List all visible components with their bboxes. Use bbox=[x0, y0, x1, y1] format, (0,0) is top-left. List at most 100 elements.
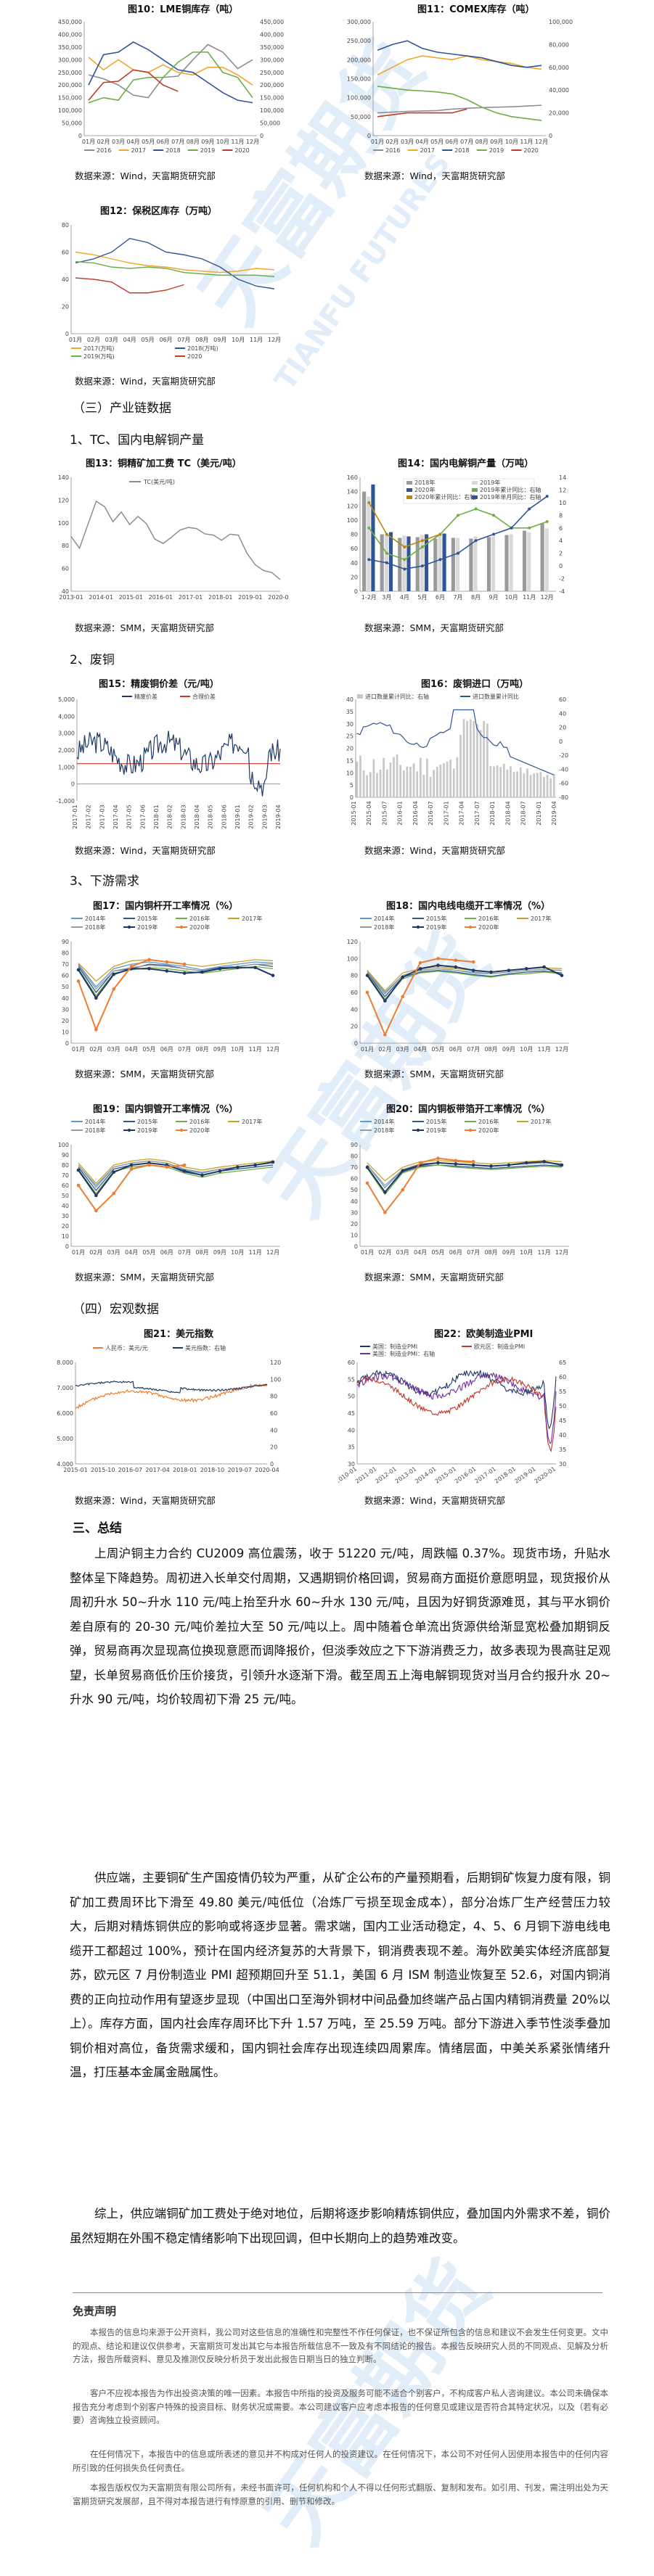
y-tick-label: 300,000 bbox=[58, 57, 82, 63]
series-line-0 bbox=[88, 44, 253, 99]
x-tick-label: 04月 bbox=[414, 1249, 427, 1256]
data-point bbox=[418, 1161, 422, 1165]
y2-tick-label: 40 bbox=[559, 710, 566, 717]
y-tick-label: 50 bbox=[62, 1193, 69, 1199]
y-tick-label: 20 bbox=[62, 304, 69, 310]
x-tick-label: 10月 bbox=[232, 337, 245, 343]
y2-tick-label: 45 bbox=[559, 1417, 566, 1424]
bar bbox=[489, 766, 492, 797]
x-tick-label: 2018-01 bbox=[208, 594, 232, 601]
data-point bbox=[545, 520, 549, 524]
bar bbox=[389, 762, 392, 797]
x-tick-label: 2019-02 bbox=[248, 805, 255, 828]
x-tick-label: 07月 bbox=[178, 1046, 191, 1053]
data-point bbox=[528, 507, 531, 511]
x-tick-label: 07月 bbox=[467, 1249, 480, 1256]
y-tick-label: 7.000 bbox=[57, 1385, 73, 1391]
x-tick-label: 2019-01 bbox=[234, 805, 241, 828]
bar bbox=[451, 538, 455, 591]
x-tick-label: 06月 bbox=[160, 1046, 173, 1053]
chart-svg: 40 60 80 100 120 140 2013-01 2014-01 2015-01 2016… bbox=[58, 474, 289, 601]
bar bbox=[452, 768, 455, 797]
x-tick-label: 2011-01 bbox=[354, 1465, 378, 1485]
bar bbox=[456, 757, 459, 797]
x-tick-label: 09月 bbox=[213, 337, 226, 343]
y-tick-label: 40 bbox=[62, 276, 69, 283]
bar bbox=[409, 766, 412, 797]
y2-tick-label: 100,000 bbox=[260, 107, 284, 114]
y-tick-label: 50 bbox=[62, 984, 69, 990]
bar bbox=[406, 766, 409, 797]
x-tick-label: 2017-04 bbox=[459, 801, 465, 825]
x-tick-label: 04月 bbox=[127, 139, 140, 145]
bar bbox=[433, 538, 438, 591]
figure-21-title: 图21：美元指数 bbox=[144, 1329, 214, 1340]
y-tick-label: 40 bbox=[348, 1427, 355, 1433]
x-tick-label: 08月 bbox=[484, 1249, 497, 1256]
x-tick-label: 2018-01 bbox=[153, 805, 160, 828]
x-tick-label: 2015-01 bbox=[434, 1465, 458, 1485]
x-tick-label: 10月 bbox=[520, 1249, 533, 1256]
x-tick-label: 12月 bbox=[266, 1046, 279, 1053]
bar bbox=[398, 538, 402, 591]
figure-21-chart: 人民币：美元/元 美元指数：右轴 4.000 5.000 6.000 7.000 8.000… bbox=[49, 1341, 289, 1489]
data-point bbox=[454, 958, 458, 962]
bar bbox=[419, 757, 422, 797]
data-point bbox=[383, 1211, 387, 1214]
x-tick-label: 2012-01 bbox=[374, 1465, 398, 1485]
figure-22-title: 图22：欧美制造业PMI bbox=[434, 1329, 534, 1340]
figure-12-title: 图12：保税区库存（万吨） bbox=[100, 206, 218, 217]
legend-label: 2014年 bbox=[85, 1118, 105, 1125]
data-point bbox=[545, 495, 549, 498]
legend-label: 2018 bbox=[165, 147, 180, 154]
x-tick-label: 2010-01 bbox=[338, 1465, 358, 1485]
data-point bbox=[418, 960, 422, 965]
bar bbox=[371, 484, 375, 591]
y-tick-label: 60 bbox=[351, 1176, 358, 1182]
figure-16-source: 数据来源：Wind，天富期货研究部 bbox=[364, 845, 505, 856]
bar bbox=[502, 763, 505, 797]
legend-label: 2019年 bbox=[137, 923, 158, 931]
x-tick-label: 2018-01 bbox=[173, 1467, 197, 1473]
x-tick-label: 11月 bbox=[538, 1249, 551, 1256]
y-tick-label: 5.000 bbox=[57, 1436, 73, 1442]
bar bbox=[429, 776, 432, 797]
chart-svg: 2014年 2015年 2016年 2017年 2018年 2019年 2020年 0 10 20… bbox=[62, 915, 280, 1053]
x-tick-label: 2018-01 bbox=[494, 1465, 518, 1485]
series-line-5 bbox=[78, 966, 274, 1000]
data-point bbox=[489, 970, 493, 974]
series-line-5 bbox=[367, 1161, 563, 1193]
legend-label: 美国：制造业PMI：右轴 bbox=[372, 1350, 435, 1357]
legend-label: 2016年 bbox=[189, 1118, 210, 1125]
figure-10-source: 数据来源：Wind，天富期货研究部 bbox=[75, 170, 216, 181]
series-line-4 bbox=[367, 968, 563, 995]
disclaimer-paragraph-3: 在任何情况下，本报告中的信息或所表述的意见并不构成对任何人的投资建议。在任何情况… bbox=[73, 2449, 608, 2473]
y-tick-label: 50 bbox=[351, 1187, 358, 1193]
y-tick-label: 40 bbox=[351, 560, 358, 567]
data-point bbox=[182, 1163, 187, 1167]
chart-svg: 2014年 2015年 2016年 2017年 2018年 2019年 2020年 0 10 20… bbox=[351, 1118, 569, 1256]
legend-label: 欧元区：制造业PMI bbox=[474, 1343, 525, 1350]
figure-19-source: 数据来源：SMM，天富期货研究部 bbox=[75, 1272, 215, 1283]
y-tick-label: 100,000 bbox=[58, 107, 82, 114]
x-tick-label: 03月 bbox=[107, 1249, 120, 1256]
summary-paragraph-1: 上周沪铜主力合约 CU2009 高位震荡，收于 51220 元/吨，周跌幅 0.… bbox=[70, 1547, 610, 1706]
figure-15-chart: -1,000 0 1,000 2,000 3,000 4,000 5,000 2017-01 2… bbox=[49, 692, 289, 841]
y-tick-label: 10 bbox=[346, 770, 353, 776]
x-tick-label: 3月 bbox=[382, 594, 391, 601]
figure-11-title: 图11：COMEX库存（吨） bbox=[417, 4, 535, 15]
series-line-0 bbox=[356, 1370, 557, 1430]
legend-label: 2015年 bbox=[137, 915, 158, 922]
legend-label: 2016年 bbox=[478, 1118, 499, 1125]
series-line-4 bbox=[78, 1160, 274, 1188]
x-tick-label: 09月 bbox=[502, 1046, 515, 1053]
x-tick-label: 09月 bbox=[490, 139, 503, 145]
data-point bbox=[147, 1163, 151, 1167]
legend-label: 2018 bbox=[454, 147, 469, 154]
y-tick-label: 45 bbox=[348, 1410, 355, 1417]
x-tick-label: 2017-02 bbox=[86, 805, 92, 828]
data-point bbox=[365, 974, 369, 977]
legend-label: 2015年 bbox=[426, 915, 446, 922]
y2-tick-label: 0 bbox=[559, 738, 563, 745]
legend-label: 2020 bbox=[187, 353, 202, 360]
